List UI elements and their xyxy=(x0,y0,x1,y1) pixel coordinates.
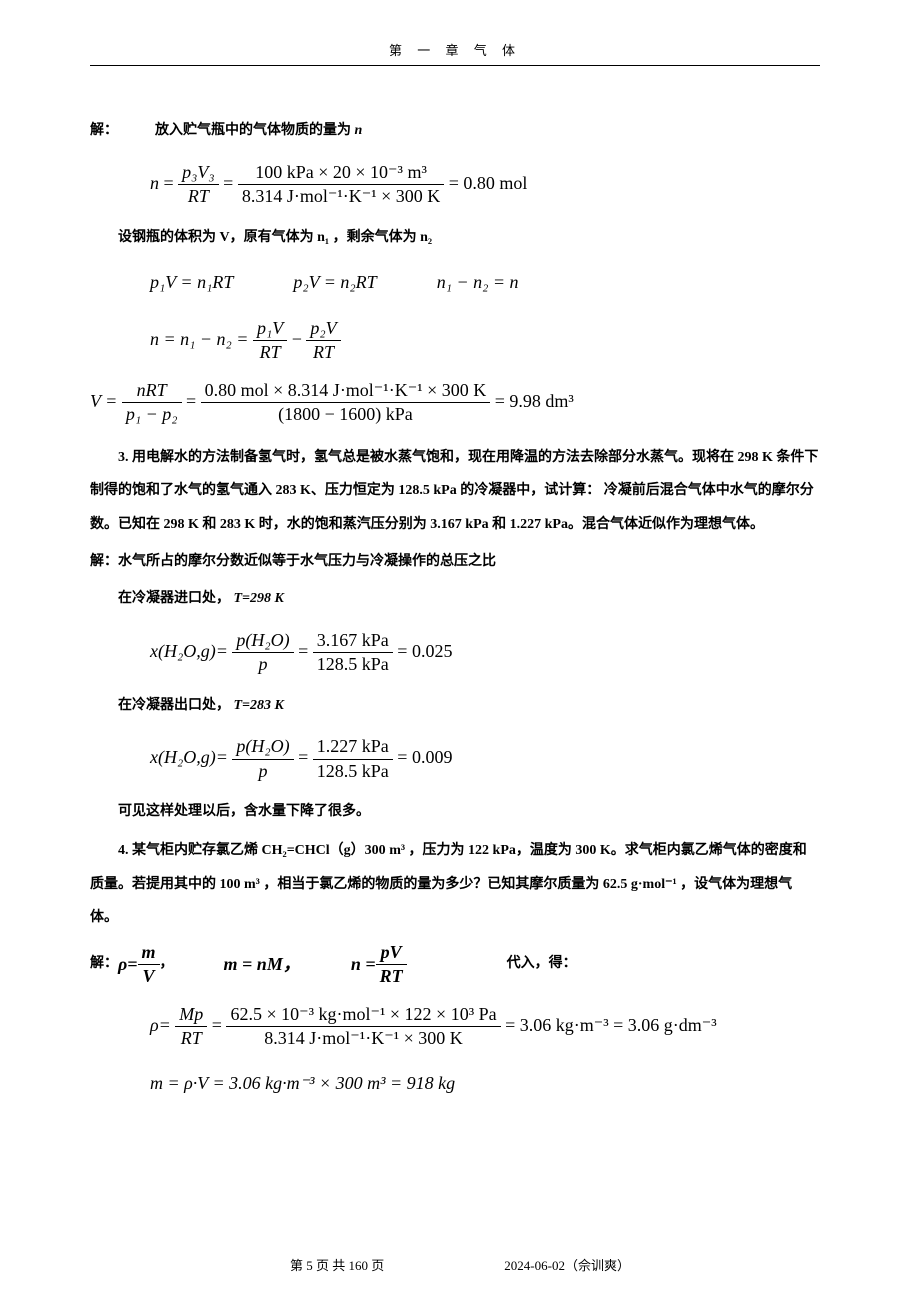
eq-xin-f1d: p xyxy=(232,653,293,676)
eq-rho-f2n: 62.5 × 10⁻³ kg·mol⁻¹ × 122 × 10³ Pa xyxy=(226,1003,500,1027)
eq-xout-lhs: x(H₂O,g)= xyxy=(150,748,232,768)
eq-diff-f1d: RT xyxy=(253,341,287,364)
eq-xout-f2n: 1.227 kPa xyxy=(313,735,393,759)
eq-xout-f2d: 128.5 kPa xyxy=(313,760,393,783)
eq-rho-eq: = xyxy=(212,1015,227,1035)
footer-page: 第 5 页 共 160 页 xyxy=(290,1255,384,1274)
text-assume: 设钢瓶的体积为 V，原有气体为 n₁ ，剩余气体为 n₂ xyxy=(90,223,820,254)
q4-text-c: ，相当于氯乙烯的物质的量为多少？已知其摩尔质量为 62.5 xyxy=(260,877,631,892)
q3-text: 3. 用电解水的方法制备氢气时，氢气总是被水蒸气饱和，现在用降温的方法去除部分水… xyxy=(90,441,820,542)
eq-rho-f1d: RT xyxy=(175,1027,207,1050)
symbol-n: n xyxy=(355,123,363,138)
q4-comma1: ， xyxy=(160,949,174,980)
eq-p1v: p₁V = n₁RT xyxy=(150,263,233,303)
eq-n: n = p₃V₃ RT = 100 kPa × 20 × 10⁻³ m³ 8.3… xyxy=(150,161,820,209)
q4-rho-den: V xyxy=(138,965,160,988)
eq-rho-f1n: Mp xyxy=(175,1003,207,1027)
q4-n-den: RT xyxy=(376,965,407,988)
eq-diff-f2d: RT xyxy=(306,341,340,364)
q4-gmol: g·mol⁻¹ xyxy=(631,877,677,892)
label-solution: 解： xyxy=(90,123,118,138)
eq-n-eq1: = xyxy=(164,173,179,193)
page: 第 一 章 气 体 解： 放入贮气瓶中的气体物质的量为 n n = p₃V₃ R… xyxy=(0,0,920,1302)
q4-text-a: 4. 某气柜内贮存氯乙烯 CH₂=CHCl（g）300 xyxy=(118,843,389,858)
footer-date: 2024-06-02（佘训爽） xyxy=(504,1255,630,1274)
eq-row-pv: p₁V = n₁RT p₂V = n₂RT n₁ − n₂ = n xyxy=(150,263,820,303)
eq-n-result: = 0.80 mol xyxy=(449,173,528,193)
eq-xout: x(H₂O,g)= p(H₂O) p = 1.227 kPa 128.5 kPa… xyxy=(150,735,820,783)
eq-xin-f2n: 3.167 kPa xyxy=(313,629,393,653)
q3-inlet-label: 在冷凝器进口处， xyxy=(118,591,230,606)
eq-diff-minus: − xyxy=(292,329,307,349)
q4-rho-num: m xyxy=(138,941,160,965)
body: 解： 放入贮气瓶中的气体物质的量为 n n = p₃V₃ RT = 100 kP… xyxy=(90,116,820,1104)
eq-V-f2d: (1800 − 1600) kPa xyxy=(201,403,491,426)
eq-m-text: m = ρ·V = 3.06 kg·m⁻³ × 300 m³ = 918 kg xyxy=(150,1073,455,1093)
eq-xin-eq: = xyxy=(298,641,313,661)
eq-rho-lhs: ρ= xyxy=(150,1015,171,1035)
eq-diff-f2n: p₂V xyxy=(306,317,340,341)
q4-n-lhs: n = xyxy=(351,945,376,985)
eq-V-result: = 9.98 dm³ xyxy=(495,391,574,411)
eq-V-f2n: 0.80 mol × 8.314 J·mol⁻¹·K⁻¹ × 300 K xyxy=(201,379,491,403)
text-intro: 放入贮气瓶中的气体物质的量为 xyxy=(155,123,351,138)
eq-p2v: p₂V = n₂RT xyxy=(293,263,376,303)
page-footer: 第 5 页 共 160 页 2024-06-02（佘训爽） xyxy=(0,1255,920,1274)
eq-V-f1n: nRT xyxy=(122,379,182,403)
q3-outlet-T: T=283 K xyxy=(234,698,284,713)
eq-V-f1d: p₁ − p₂ xyxy=(122,403,182,426)
eq-diff-lhs: n = n₁ − n₂ = xyxy=(150,329,253,349)
eq-diff: n = n₁ − n₂ = p₁V RT − p₂V RT xyxy=(150,317,820,365)
q4-tail: 代入，得： xyxy=(507,949,577,980)
eq-xin-res: = 0.025 xyxy=(397,641,452,661)
eq-xout-f1d: p xyxy=(232,760,293,783)
eq-V: V = nRT p₁ − p₂ = 0.80 mol × 8.314 J·mol… xyxy=(90,379,820,427)
eq-diff-f1n: p₁V xyxy=(253,317,287,341)
eq-n-eq2: = xyxy=(223,173,238,193)
eq-rho-f2d: 8.314 J·mol⁻¹·K⁻¹ × 300 K xyxy=(226,1027,500,1050)
eq-n-f2-num: 100 kPa × 20 × 10⁻³ m³ xyxy=(238,161,444,185)
eq-n-f1-num: p₃V₃ xyxy=(178,161,219,185)
eq-xout-eq: = xyxy=(298,748,313,768)
eq-n1n2: n₁ − n₂ = n xyxy=(437,263,519,303)
eq-xout-f1n: p(H₂O) xyxy=(232,735,293,759)
q3-sol-label: 解：水气所占的摩尔分数近似等于水气压力与冷凝操作的总压之比 xyxy=(90,547,820,578)
eq-rho: ρ= Mp RT = 62.5 × 10⁻³ kg·mol⁻¹ × 122 × … xyxy=(150,1003,820,1051)
q4-text: 4. 某气柜内贮存氯乙烯 CH₂=CHCl（g）300 m³ ，压力为 122 … xyxy=(90,834,820,935)
q4-sol-row: 解： ρ= m V ， m = nM， n = pV RT 代入，得： xyxy=(90,941,820,989)
q3-inlet: 在冷凝器进口处， T=298 K xyxy=(90,584,820,615)
q3-outlet-label: 在冷凝器出口处， xyxy=(118,698,230,713)
q4-n-num: pV xyxy=(376,941,407,965)
q4-m3-b: m³ xyxy=(244,877,260,892)
q3-inlet-T: T=298 K xyxy=(234,591,284,606)
eq-n-lhs: n xyxy=(150,173,159,193)
q4-rho-lhs: ρ= xyxy=(118,945,138,985)
eq-xin-f1n: p(H₂O) xyxy=(232,629,293,653)
eq-xin-f2d: 128.5 kPa xyxy=(313,653,393,676)
eq-xin-lhs: x(H₂O,g)= xyxy=(150,641,232,661)
q4-m3-a: m³ xyxy=(389,843,405,858)
eq-xin: x(H₂O,g)= p(H₂O) p = 3.167 kPa 128.5 kPa… xyxy=(150,629,820,677)
eq-m: m = ρ·V = 3.06 kg·m⁻³ × 300 m³ = 918 kg xyxy=(150,1064,820,1104)
q3-conclusion: 可见这样处理以后，含水量下降了很多。 xyxy=(90,797,820,828)
eq-xout-res: = 0.009 xyxy=(397,748,452,768)
q4-sol-label: 解： xyxy=(90,949,118,980)
eq-V-eq: = xyxy=(186,391,201,411)
eq-n-f2-den: 8.314 J·mol⁻¹·K⁻¹ × 300 K xyxy=(238,185,444,208)
chapter-header: 第 一 章 气 体 xyxy=(90,40,820,66)
eq-n-f1-den: RT xyxy=(178,185,219,208)
solution-a-intro: 解： 放入贮气瓶中的气体物质的量为 n xyxy=(90,116,820,147)
eq-rho-res: = 3.06 kg·m⁻³ = 3.06 g·dm⁻³ xyxy=(505,1015,717,1035)
q4-mnM: m = nM， xyxy=(224,945,301,985)
eq-V-lhs: V = xyxy=(90,391,122,411)
q3-outlet: 在冷凝器出口处， T=283 K xyxy=(90,691,820,722)
